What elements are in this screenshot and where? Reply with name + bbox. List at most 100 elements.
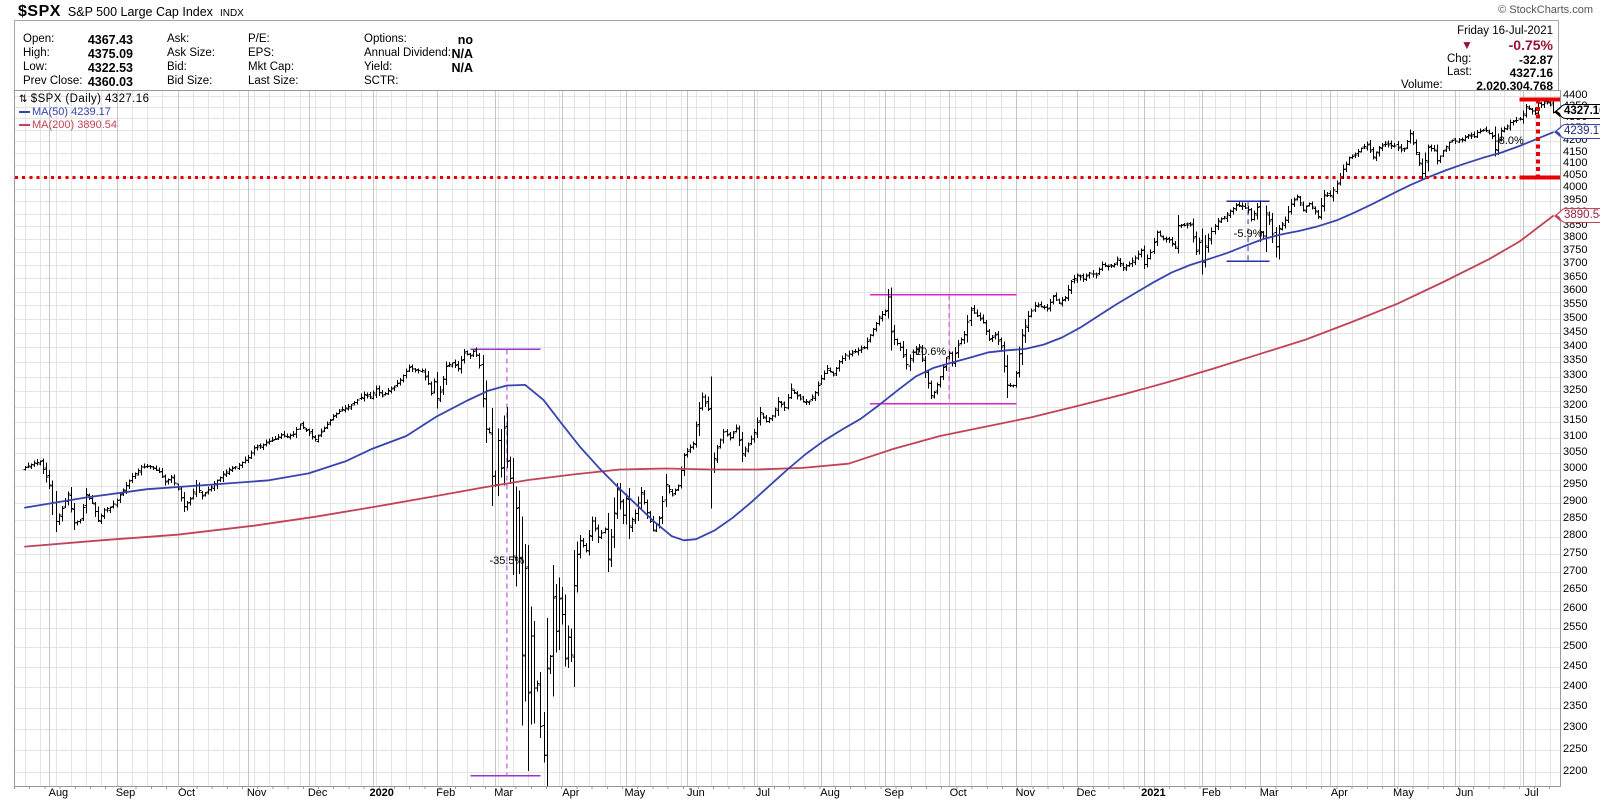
ask-label: Ask: [167,33,190,45]
change-value: -32.87 [1518,53,1553,67]
y-axis-label: 2250 [1563,742,1588,755]
legend-ma200-label: MA(200) 3890.54 [32,119,117,131]
y-axis-label: 2950 [1563,478,1588,491]
y-axis-label: 2400 [1563,679,1588,692]
feb-mar-2021-drop-label: -5.9% [1234,228,1263,240]
x-axis-label-may: May [1393,787,1414,799]
month-gridlines [49,91,1524,786]
last-value: 4327.16 [1509,66,1553,80]
options-label: Options: [364,33,407,45]
x-axis-label-dec: Dec [1076,787,1097,799]
change-label: Chg: [1447,53,1472,65]
down-arrow-icon: ▼ [1461,38,1473,52]
y-axis-label: 2800 [1563,529,1588,542]
y-axis-label: 2200 [1563,764,1588,777]
y-axis-label: 3650 [1563,270,1588,283]
y-axis-label: 3750 [1563,244,1588,257]
y-axis-label: 2500 [1563,639,1588,652]
y-axis-label: 3450 [1563,325,1588,338]
updown-arrows-icon: ⇅ [19,94,28,105]
mktcap-label: Mkt Cap: [248,61,295,73]
high-value: 4375.09 [87,47,133,61]
x-axis-label-apr: Apr [1330,787,1348,799]
percent-change: ▼ -0.75% [1461,37,1553,53]
high-label: High: [23,47,50,59]
bid-label: Bid: [167,61,187,73]
x-axis-label-aug: Aug [48,787,69,799]
open-label: Open: [23,33,55,45]
chart-canvas: -35.5% -10.6% -5.9% -8.0% [15,91,1560,786]
ma50-line-swatch-icon [19,111,30,114]
x-axis-label-dec: Dec [307,787,328,799]
x-axis-tick-strip [14,786,1559,789]
y-axis-label: 3050 [1563,445,1588,458]
bubble-tip-inner-icon [1556,211,1561,218]
y-axis-label: 2850 [1563,512,1588,525]
x-axis-label-mar: Mar [1259,787,1279,799]
exchange-tag: INDX [219,8,244,19]
y-axis-label: 3400 [1563,339,1588,352]
y-axis-label: 3600 [1563,284,1588,297]
change-row: Chg: -32.87 [1447,53,1553,67]
header-title: $SPX S&P 500 Large Cap Index INDX [18,3,244,21]
annual-dividend-label: Annual Dividend: [364,47,451,59]
legend-main-label: $SPX (Daily) 4327.16 [30,93,150,105]
prev-close-label: Prev Close: [23,75,83,87]
y-axis-label: 4000 [1563,181,1588,194]
yield-value: N/A [451,61,473,75]
x-axis-label-oct: Oct [177,787,196,799]
y-axis-label: 4400 [1563,88,1588,101]
x-axis-label-jun: Jun [686,787,705,799]
bubble-tip-inner-icon [1556,128,1561,135]
y-axis-label: 2900 [1563,495,1588,508]
chart-legend: ⇅ $SPX (Daily) 4327.16 MA(50) 4239.17 MA(… [19,93,149,132]
x-axis-label-mar: Mar [494,787,514,799]
price-bubble: 4239.17 [1554,123,1600,139]
yield-label: Yield: [364,61,393,73]
y-axis-label: 2300 [1563,721,1588,734]
y-axis-label: 2650 [1563,583,1588,595]
sctr-label: SCTR: [364,75,399,87]
x-axis-label-sep: Sep [884,787,904,799]
y-axis-label: 3200 [1563,399,1588,412]
y-axis-label: 3000 [1563,462,1588,475]
alert-drop-label: -8.0% [1495,135,1524,147]
bubble-tip-inner-icon [1556,108,1561,115]
open-value: 4367.43 [87,33,133,47]
x-axis-label-feb: Feb [1201,787,1221,799]
ma200-line [24,215,1554,548]
x-axis-label-sep: Sep [115,787,136,799]
y-axis-label: 2550 [1563,620,1588,633]
y-axis-label: 3550 [1563,297,1588,310]
y-axis-label: 3150 [1563,414,1588,427]
volume-value: 2,020,304,768 [1476,79,1553,93]
prev-close-value: 4360.03 [87,75,133,89]
y-axis-label: 3500 [1563,311,1588,324]
x-axis-label-aug: Aug [820,787,840,799]
legend-main: ⇅ $SPX (Daily) 4327.16 [19,93,149,106]
x-axis-label-oct: Oct [949,787,967,799]
ohlc-bars [23,98,1556,786]
annual-dividend-value: N/A [451,47,473,61]
y-axis-label: 2700 [1563,564,1588,577]
y-axis-label: 4050 [1563,169,1588,182]
price-bubble: 4327.16 [1554,103,1600,119]
x-axis-label-2020: 2020 [369,787,394,799]
x-axis-label-nov: Nov [246,787,267,799]
volume-label: Volume: [1401,79,1443,91]
y-axis-label: 2350 [1563,700,1588,713]
low-label: Low: [23,61,48,73]
y-axis-label: 3250 [1563,383,1588,396]
legend-ma50: MA(50) 4239.17 [19,106,149,119]
ma50-line [24,131,1554,542]
quote-panel: Open: 4367.43 High: 4375.09 Low: 4322.53… [14,20,1559,93]
symbol: $SPX [18,3,61,20]
y-axis-label: 2750 [1563,546,1588,559]
covid-crash-drop-label: -35.5% [489,555,524,567]
y-axis-label: 3950 [1563,193,1588,206]
bid-size-label: Bid Size: [167,75,213,87]
x-axis-label-apr: Apr [562,787,580,799]
price-bubble: 3890.54 [1554,207,1600,223]
percent-change-value: -0.75% [1508,37,1553,53]
